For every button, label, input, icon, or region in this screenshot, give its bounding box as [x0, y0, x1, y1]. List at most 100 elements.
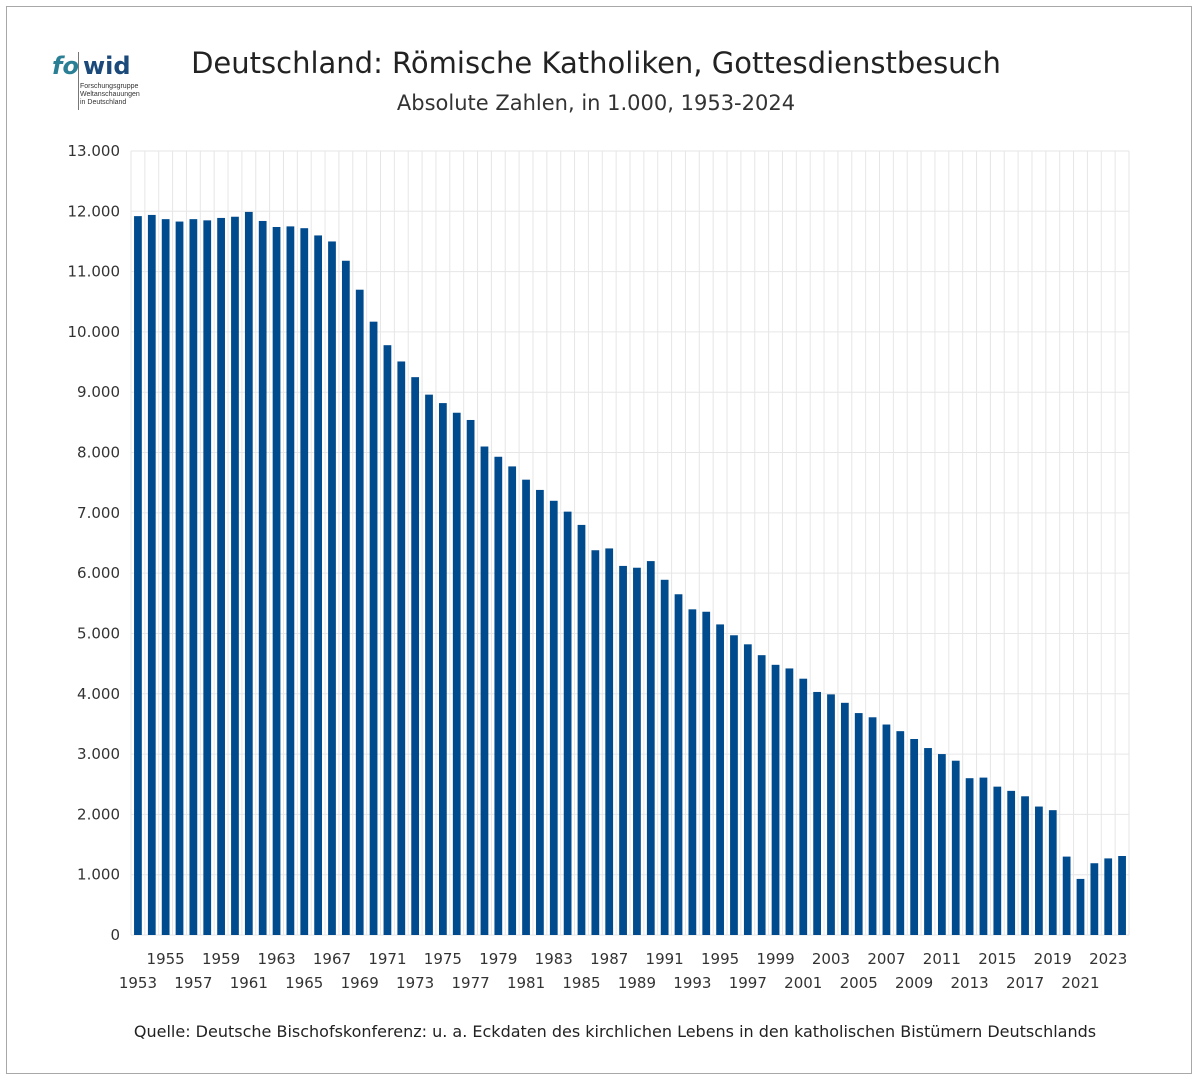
bar	[286, 226, 295, 935]
bar	[730, 635, 738, 935]
x-tick-label: 1961	[230, 974, 268, 992]
bar	[1104, 858, 1113, 935]
x-tick-label: 2005	[840, 974, 878, 992]
bar	[314, 235, 323, 935]
bar	[134, 216, 142, 935]
bar	[951, 760, 960, 935]
bar	[993, 786, 1002, 935]
bar	[452, 412, 461, 936]
bar	[771, 664, 780, 935]
y-tick-label: 12.000	[68, 202, 121, 220]
bar	[536, 489, 544, 935]
x-tick-label: 1997	[729, 974, 767, 992]
x-tick-label: 1977	[452, 974, 490, 992]
bar	[1035, 806, 1043, 935]
x-tick-label: 1975	[424, 950, 462, 968]
bar	[785, 668, 794, 935]
bar	[369, 321, 378, 935]
logo-wordmark: fo wid	[52, 52, 131, 80]
bar	[1048, 810, 1057, 935]
logo-wid-text: wid	[82, 52, 131, 80]
bar	[397, 361, 406, 935]
bar	[591, 550, 600, 935]
bar	[1118, 855, 1126, 935]
logo-subtitle-line: in Deutschland	[80, 99, 127, 106]
bar	[383, 345, 392, 935]
bar	[688, 609, 697, 935]
bar	[1090, 863, 1099, 935]
bar	[979, 777, 988, 935]
bar	[840, 702, 849, 935]
x-tick-label: 2015	[978, 950, 1016, 968]
x-tick-label: 1971	[368, 950, 406, 968]
x-tick-label: 2001	[784, 974, 822, 992]
x-tick-label: 2009	[895, 974, 933, 992]
y-tick-label: 5.000	[77, 624, 120, 642]
bar	[937, 754, 946, 935]
y-tick-label: 1.000	[77, 866, 120, 884]
bar	[605, 548, 614, 935]
bar	[466, 419, 475, 936]
y-tick-label: 8.000	[77, 444, 120, 462]
bar	[231, 216, 239, 936]
logo-divider	[78, 52, 79, 110]
x-tick-label: 2013	[951, 974, 989, 992]
y-tick-label: 10.000	[68, 323, 121, 341]
bar	[438, 403, 447, 935]
bar	[633, 567, 641, 935]
bar	[300, 228, 309, 935]
bar	[494, 456, 503, 935]
bar	[355, 289, 364, 935]
bar	[910, 739, 919, 935]
source-note: Quelle: Deutsche Bischofskonferenz: u. a…	[133, 1022, 1097, 1041]
bar	[244, 211, 253, 935]
bar	[522, 479, 530, 935]
x-tick-label: 1983	[535, 950, 573, 968]
bar	[854, 713, 863, 935]
bar	[868, 717, 877, 935]
bar	[965, 778, 974, 935]
x-tick-label: 1969	[341, 974, 379, 992]
bar	[147, 214, 156, 935]
x-tick-label: 1979	[479, 950, 517, 968]
bar	[411, 377, 420, 936]
bar	[646, 561, 655, 935]
bar	[619, 565, 627, 935]
bar	[716, 624, 724, 935]
y-tick-label: 11.000	[68, 263, 121, 281]
bar	[1021, 796, 1029, 935]
bar	[674, 594, 683, 935]
bar	[702, 611, 711, 935]
bar-chart: 0 1.000 2.000 3.000 4.000 5.000 6.000 7.000 8.00…	[68, 142, 1130, 992]
x-tick-label: 2017	[1006, 974, 1044, 992]
x-tick-label: 2007	[867, 950, 905, 968]
bar	[425, 394, 433, 935]
x-tick-label: 2019	[1034, 950, 1072, 968]
x-tick-label: 1985	[562, 974, 600, 992]
bar	[549, 500, 558, 935]
bar	[480, 446, 489, 935]
bar	[799, 678, 808, 935]
x-tick-label: 1967	[313, 950, 351, 968]
x-tick-label: 1965	[285, 974, 323, 992]
bar	[175, 221, 184, 935]
x-tick-label: 1955	[147, 950, 185, 968]
logo-subtitle: Forschungsgruppe Weltanschauungen in Deu…	[80, 83, 140, 107]
x-tick-label: 1957	[174, 974, 212, 992]
x-tick-label: 2003	[812, 950, 850, 968]
logo-fo-text: fo	[52, 52, 79, 80]
y-tick-label: 13.000	[68, 142, 121, 160]
y-tick-label: 0	[110, 926, 120, 944]
chart-subtitle: Absolute Zahlen, in 1.000, 1953-2024	[396, 91, 796, 115]
bar	[1076, 878, 1085, 935]
bar	[328, 241, 336, 935]
bar	[660, 579, 669, 935]
fowid-logo: fo wid Forschungsgruppe Weltanschauungen …	[52, 52, 162, 112]
bar	[757, 655, 766, 935]
x-tick-label: 1995	[701, 950, 739, 968]
bar	[743, 644, 752, 935]
y-tick-label: 9.000	[77, 383, 120, 401]
x-tick-label: 1981	[507, 974, 545, 992]
x-tick-label: 1973	[396, 974, 434, 992]
y-tick-label: 7.000	[77, 504, 120, 522]
